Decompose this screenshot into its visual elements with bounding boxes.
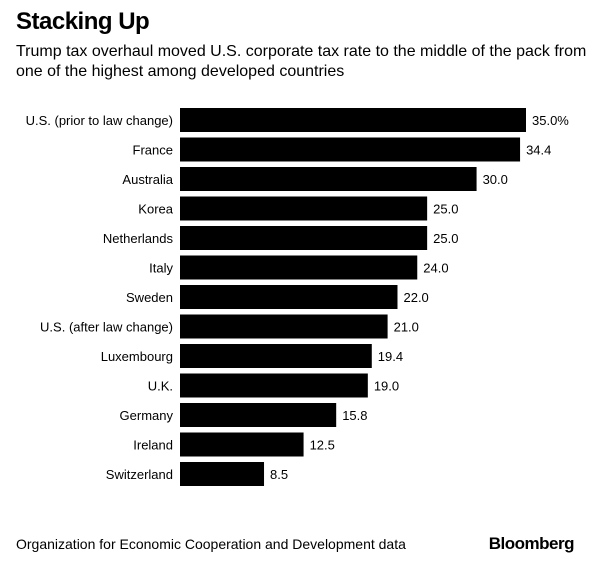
value-label: 8.5 <box>270 467 288 482</box>
category-label: Korea <box>138 202 173 217</box>
value-label: 34.4 <box>526 143 551 158</box>
source-note: Organization for Economic Cooperation an… <box>16 536 406 552</box>
bloomberg-logo: Bloomberg <box>488 534 575 553</box>
bar <box>180 344 372 368</box>
category-label: Sweden <box>126 290 173 305</box>
bar <box>180 226 428 250</box>
value-label: 19.4 <box>378 349 403 364</box>
bar <box>180 285 398 309</box>
bar <box>180 462 265 486</box>
category-label: France <box>133 143 173 158</box>
value-label: 12.5 <box>310 438 335 453</box>
bar <box>180 432 304 457</box>
category-label: Ireland <box>133 438 173 453</box>
category-label: U.S. (prior to law change) <box>26 113 173 128</box>
value-label: 25.0 <box>433 231 458 246</box>
value-label: 22.0 <box>403 290 428 305</box>
category-label: U.K. <box>148 379 173 394</box>
bar <box>180 167 477 191</box>
bar <box>180 373 368 398</box>
bar <box>180 137 521 162</box>
chart-subtitle: Trump tax overhaul moved U.S. corporate … <box>16 43 587 80</box>
bar <box>180 255 418 280</box>
category-label: U.S. (after law change) <box>40 320 173 335</box>
value-label: 21.0 <box>394 320 419 335</box>
value-label: 19.0 <box>374 379 399 394</box>
category-label: Australia <box>122 172 173 187</box>
category-label: Germany <box>120 408 174 423</box>
value-label: 30.0 <box>483 172 508 187</box>
value-label: 15.8 <box>342 408 367 423</box>
chart-title: Stacking Up <box>16 8 150 35</box>
bar <box>180 403 337 427</box>
category-label: Switzerland <box>106 467 173 482</box>
category-label: Netherlands <box>103 231 174 246</box>
value-label: 35.0% <box>532 113 569 128</box>
value-label: 25.0 <box>433 202 458 217</box>
bar <box>180 108 526 132</box>
category-label: Italy <box>149 261 173 276</box>
category-label: Luxembourg <box>101 349 173 364</box>
bar <box>180 314 388 339</box>
bar <box>180 196 428 221</box>
value-label: 24.0 <box>423 261 448 276</box>
